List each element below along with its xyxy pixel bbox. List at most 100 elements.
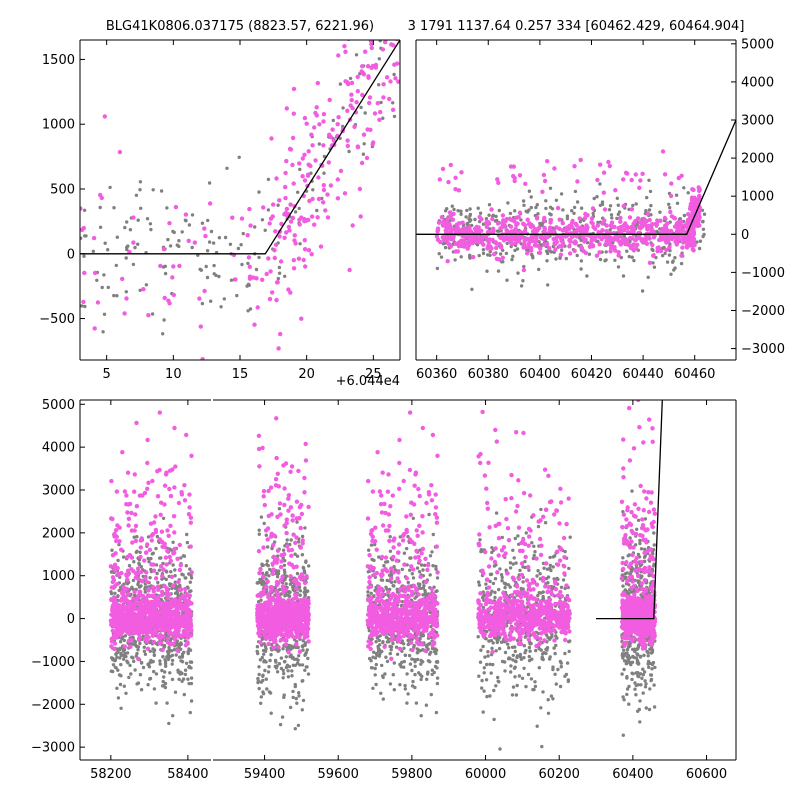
magenta-point — [315, 80, 320, 86]
grey-point — [370, 557, 374, 562]
grey-point — [187, 647, 191, 651]
grey-point — [621, 274, 626, 278]
magenta-point — [261, 205, 266, 210]
magenta-point — [164, 562, 169, 567]
grey-point — [607, 208, 612, 212]
grey-point — [188, 580, 192, 584]
magenta-point — [174, 626, 179, 632]
grey-point — [161, 679, 165, 684]
y-tick-label: 4000 — [741, 75, 774, 90]
magenta-point — [553, 247, 558, 252]
grey-point — [274, 571, 279, 576]
grey-point — [392, 661, 396, 665]
grey-point — [473, 217, 477, 222]
magenta-point — [476, 225, 481, 230]
grey-point — [136, 580, 141, 585]
magenta-point — [120, 450, 125, 455]
grey-point — [139, 565, 143, 569]
magenta-point — [653, 221, 658, 227]
magenta-point — [623, 242, 628, 247]
grey-point — [154, 701, 158, 705]
magenta-point — [245, 233, 250, 238]
grey-point — [257, 672, 261, 677]
grey-point — [138, 288, 142, 292]
grey-point — [311, 188, 315, 192]
grey-point — [674, 193, 679, 197]
magenta-point — [383, 40, 388, 45]
magenta-point — [602, 207, 608, 212]
grey-point — [276, 203, 280, 207]
grey-point — [297, 654, 301, 658]
grey-point — [126, 244, 130, 248]
magenta-point — [150, 478, 155, 484]
grey-point — [647, 178, 651, 182]
grey-point — [568, 639, 572, 643]
x-tick-label: 20 — [298, 367, 315, 382]
grey-point — [82, 254, 86, 258]
grey-point — [508, 211, 513, 216]
magenta-point — [585, 213, 590, 218]
grey-point — [257, 528, 261, 532]
grey-point — [175, 591, 180, 595]
grey-point — [400, 639, 405, 643]
magenta-point — [139, 578, 145, 584]
grey-point — [428, 641, 432, 646]
magenta-point — [502, 223, 507, 228]
grey-point — [493, 595, 497, 600]
magenta-point — [635, 242, 640, 247]
grey-point — [428, 573, 432, 577]
magenta-point — [494, 245, 499, 251]
grey-point — [118, 646, 122, 650]
magenta-point — [111, 578, 117, 583]
magenta-point — [517, 173, 523, 178]
grey-point — [549, 250, 554, 254]
magenta-point — [470, 241, 475, 246]
grey-point — [288, 578, 293, 582]
grey-point — [116, 696, 121, 700]
magenta-point — [279, 221, 284, 227]
magenta-point — [498, 235, 503, 240]
magenta-point — [155, 494, 161, 499]
grey-point — [598, 182, 602, 186]
grey-point — [575, 253, 579, 258]
grey-point — [421, 660, 425, 664]
grey-point — [139, 584, 143, 588]
magenta-point — [202, 288, 207, 294]
grey-point — [543, 521, 548, 525]
grey-point — [283, 559, 287, 563]
grey-point — [295, 554, 300, 558]
grey-point — [392, 114, 397, 119]
grey-point — [498, 747, 502, 751]
grey-point — [503, 582, 508, 586]
grey-point — [389, 645, 394, 649]
magenta-point — [394, 40, 399, 42]
magenta-point — [375, 101, 380, 106]
grey-point — [189, 666, 193, 670]
magenta-point — [310, 143, 315, 148]
magenta-point — [306, 248, 312, 253]
grey-point — [537, 267, 541, 272]
magenta-point — [145, 646, 151, 651]
magenta-point — [131, 215, 136, 220]
grey-point — [511, 562, 515, 566]
grey-point — [154, 546, 158, 551]
magenta-point — [284, 106, 289, 111]
magenta-point — [167, 619, 172, 624]
magenta-point — [186, 512, 192, 517]
magenta-point — [160, 610, 165, 615]
grey-point — [171, 714, 175, 718]
grey-point — [300, 663, 305, 667]
magenta-point — [291, 258, 296, 263]
grey-point — [490, 546, 494, 550]
magenta-point — [128, 627, 133, 632]
magenta-point — [174, 601, 179, 606]
y-tick-label: 2000 — [741, 152, 774, 167]
grey-point — [489, 671, 493, 675]
grey-point — [443, 209, 448, 213]
magenta-point — [138, 554, 143, 560]
grey-point — [228, 242, 233, 246]
magenta-point — [126, 638, 132, 644]
magenta-point — [192, 240, 197, 245]
magenta-point — [545, 159, 550, 164]
magenta-point — [167, 554, 172, 560]
